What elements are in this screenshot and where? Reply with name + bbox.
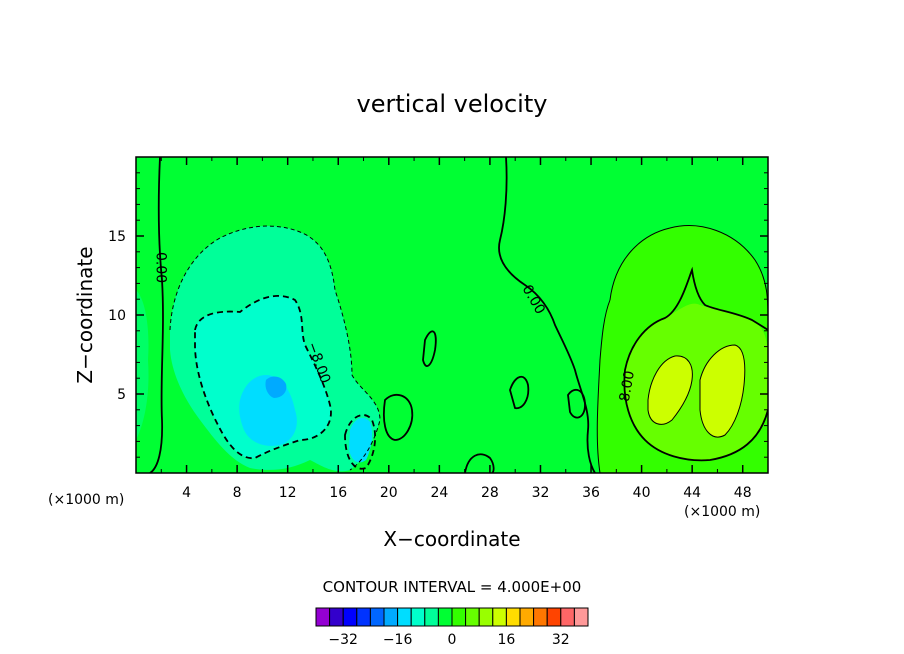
x-tick-label: 8 xyxy=(233,485,242,501)
colorbar-tick-label: −32 xyxy=(328,632,358,648)
colorbar-tick-label: 16 xyxy=(497,632,515,648)
minus-four-contour xyxy=(169,225,381,471)
colorbar-swatch xyxy=(451,607,467,627)
field-updraft-level-3 xyxy=(648,355,693,425)
colorbar-swatch xyxy=(519,607,535,627)
noise-contour-3 xyxy=(464,453,495,473)
x-tick-label: 24 xyxy=(430,485,448,501)
x-tick-label: 28 xyxy=(481,485,499,501)
contour-label: 0.00 xyxy=(152,252,168,283)
y-axis-label: Z−coordinate xyxy=(73,246,97,383)
colorbar-swatch xyxy=(424,607,439,627)
colorbar-swatch xyxy=(369,607,385,627)
field-downdraft-core xyxy=(265,376,287,398)
y-tick-label: 15 xyxy=(108,229,126,245)
colorbar-swatch xyxy=(397,607,412,627)
y-tick-label: 5 xyxy=(117,387,126,403)
plus-twelve-contour-b xyxy=(699,344,746,438)
x-tick-label: 44 xyxy=(683,485,701,501)
x-tick-label: 12 xyxy=(279,485,297,501)
contour-lines xyxy=(149,157,768,473)
x-tick-label: 36 xyxy=(582,485,600,501)
x-tick-label: 16 xyxy=(329,485,347,501)
y-axis-ticks: 5 10 15 xyxy=(108,172,768,458)
plus-twelve-contour-a xyxy=(647,355,693,425)
colorbar-swatch xyxy=(478,607,494,627)
noise-contour-5 xyxy=(567,388,586,419)
colorbar-tick-label: −16 xyxy=(383,632,413,648)
colorbar-swatch xyxy=(492,607,507,627)
x-tick-label: 40 xyxy=(633,485,651,501)
colorbar-swatch xyxy=(546,607,562,627)
x-unit-label-left: (×1000 m) xyxy=(48,492,124,508)
colorbar-tick-label: 32 xyxy=(552,632,570,648)
noise-contour-2 xyxy=(422,330,437,367)
colorbar-swatch xyxy=(315,607,331,627)
contour-interval-label: CONTOUR INTERVAL = 4.000E+00 xyxy=(323,578,582,596)
velocity-field: 0.00 0.00 −8.00 8.00 xyxy=(136,157,768,473)
field-downdraft-secondary xyxy=(349,417,373,463)
colorbar: −32 −16 0 16 32 xyxy=(315,607,589,648)
colorbar-swatch xyxy=(342,607,358,627)
field-updraft-level-4 xyxy=(700,345,745,438)
colorbar-swatch xyxy=(465,607,480,627)
colorbar-swatch xyxy=(533,607,548,627)
plus-eight-contour xyxy=(623,266,768,462)
colorbar-swatch xyxy=(329,607,344,627)
x-unit-label-right: (×1000 m) xyxy=(684,504,760,520)
plus-four-contour xyxy=(596,225,768,473)
zero-contour-left xyxy=(149,157,164,473)
x-tick-label: 48 xyxy=(734,485,752,501)
colorbar-swatch xyxy=(410,607,426,627)
colorbar-swatch xyxy=(505,607,521,627)
minus-eight-contour xyxy=(194,295,332,459)
field-left-edge-negative xyxy=(136,290,149,440)
noise-contour-1 xyxy=(382,393,414,441)
x-tick-label: 32 xyxy=(532,485,550,501)
colorbar-swatch xyxy=(560,607,575,627)
minus-eight-secondary-contour xyxy=(344,414,377,470)
noise-contour-4 xyxy=(509,376,530,410)
colorbar-swatch xyxy=(356,607,371,627)
colorbar-swatch xyxy=(573,607,589,627)
y-tick-label: 10 xyxy=(108,308,126,324)
contour-label: 8.00 xyxy=(617,370,638,403)
x-tick-label: 4 xyxy=(182,485,191,501)
x-tick-label: 20 xyxy=(380,485,398,501)
colorbar-swatch xyxy=(383,607,399,627)
colorbar-tick-label: 0 xyxy=(448,632,457,648)
chart-title: vertical velocity xyxy=(357,90,548,118)
zero-contour-right xyxy=(498,157,596,473)
x-axis-ticks: 4 8 12 16 20 24 28 32 36 40 44 48 xyxy=(160,157,752,501)
colorbar-swatch xyxy=(437,607,453,627)
x-axis-label: X−coordinate xyxy=(383,527,520,551)
